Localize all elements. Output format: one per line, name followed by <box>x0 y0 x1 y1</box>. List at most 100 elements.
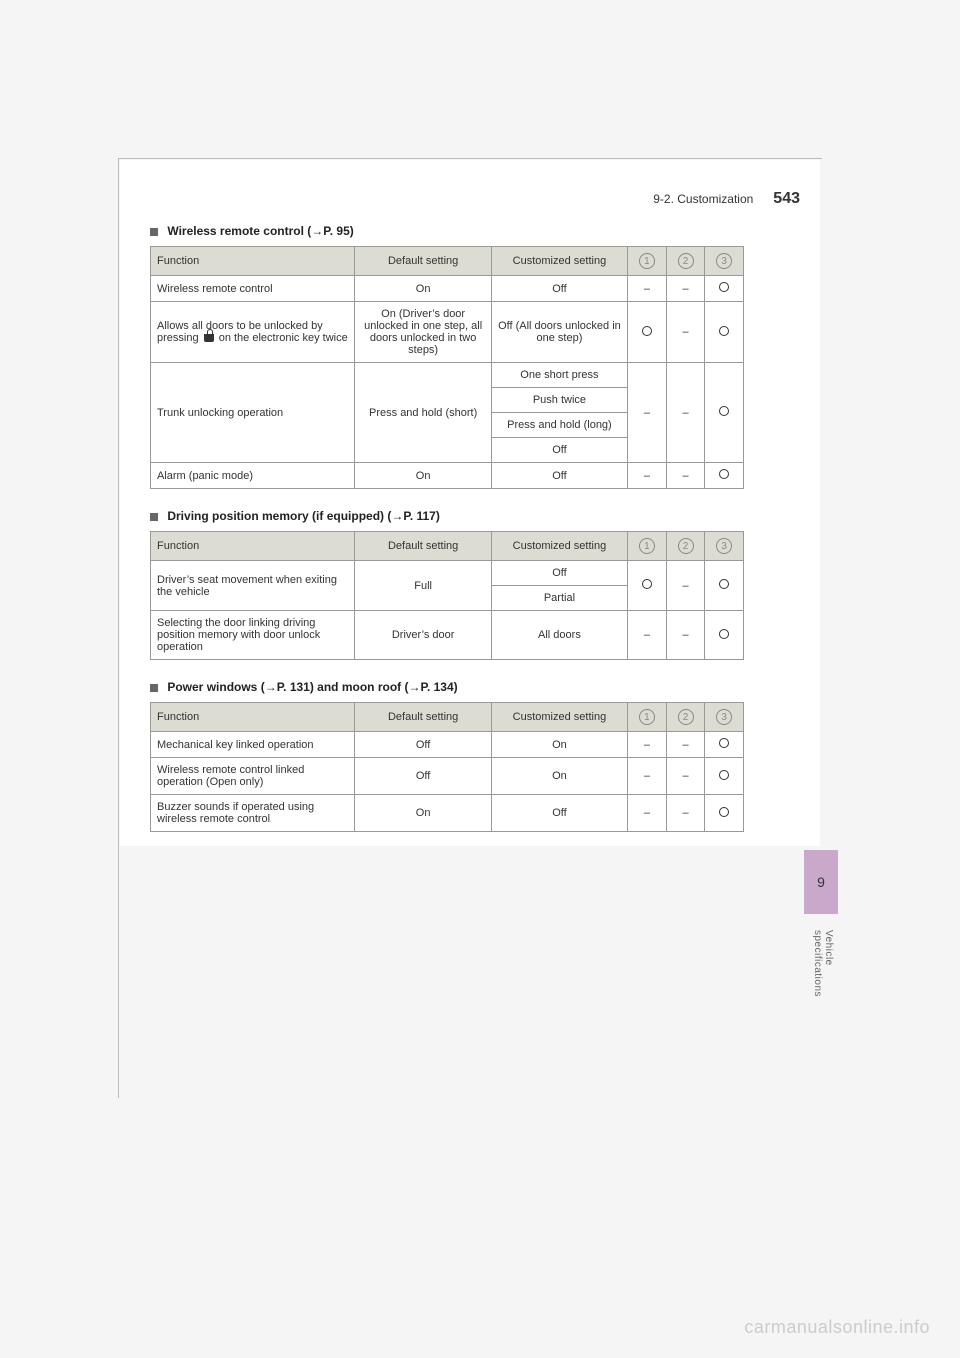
cell-fn: Wireless remote control linked operation… <box>151 758 355 795</box>
cell-c3 <box>705 561 744 611</box>
title-text: Wireless remote control (→P. 95) <box>167 224 353 238</box>
page-content: 9-2. Customization 543 Wireless remote c… <box>120 160 820 846</box>
cell-def: On (Driver’s door unlocked in one step, … <box>355 302 491 363</box>
col-function: Function <box>151 703 355 732</box>
cell-c2: – <box>666 561 705 611</box>
cell-c1 <box>628 561 667 611</box>
circle-icon <box>719 629 729 639</box>
circle-icon <box>719 326 729 336</box>
table-row: Selecting the door linking driving posit… <box>151 611 744 660</box>
cell-cust: Off <box>491 561 627 586</box>
col-2: 2 <box>666 703 705 732</box>
table-row: Alarm (panic mode) On Off – – <box>151 463 744 489</box>
circled-1-icon: 1 <box>639 538 655 554</box>
cell-cust: On <box>491 758 627 795</box>
lock-icon <box>204 334 214 342</box>
table-row: Allows all doors to be unlocked by press… <box>151 302 744 363</box>
cell-cust: Push twice <box>491 388 627 413</box>
section-title-wireless: Wireless remote control (→P. 95) <box>120 218 820 244</box>
cell-def: Driver’s door <box>355 611 491 660</box>
circle-icon <box>642 326 652 336</box>
bullet-icon <box>150 513 158 521</box>
cell-def: Off <box>355 732 491 758</box>
table-row: Driver’s seat movement when exiting the … <box>151 561 744 586</box>
chapter-tab: 9 <box>804 850 838 914</box>
col-1: 1 <box>628 247 667 276</box>
circled-3-icon: 3 <box>716 709 732 725</box>
cell-c2: – <box>666 302 705 363</box>
cell-cust: Press and hold (long) <box>491 413 627 438</box>
cell-c1: – <box>628 732 667 758</box>
cell-c3 <box>705 302 744 363</box>
cell-cust: One short press <box>491 363 627 388</box>
table-header-row: Function Default setting Customized sett… <box>151 532 744 561</box>
circle-icon <box>719 738 729 748</box>
cell-c1: – <box>628 363 667 463</box>
circled-1-icon: 1 <box>639 253 655 269</box>
circle-icon <box>719 579 729 589</box>
table-row: Wireless remote control linked operation… <box>151 758 744 795</box>
cell-c3 <box>705 276 744 302</box>
cell-fn: Wireless remote control <box>151 276 355 302</box>
cell-c2: – <box>666 463 705 489</box>
table-row: Mechanical key linked operation Off On –… <box>151 732 744 758</box>
cell-fn: Alarm (panic mode) <box>151 463 355 489</box>
cell-fn: Mechanical key linked operation <box>151 732 355 758</box>
table-wireless: Function Default setting Customized sett… <box>150 246 744 489</box>
cell-c1 <box>628 302 667 363</box>
col-2: 2 <box>666 247 705 276</box>
arrow-icon: → <box>409 680 421 694</box>
cell-c3 <box>705 795 744 832</box>
title-text: Power windows (→P. 131) and moon roof (→… <box>167 680 457 694</box>
circle-icon <box>719 282 729 292</box>
arrow-icon: → <box>391 509 403 523</box>
col-customized: Customized setting <box>491 532 627 561</box>
cell-fn: Buzzer sounds if operated using wireless… <box>151 795 355 832</box>
cell-fn: Driver’s seat movement when exiting the … <box>151 561 355 611</box>
cell-c3 <box>705 732 744 758</box>
col-3: 3 <box>705 247 744 276</box>
table-row: Trunk unlocking operation Press and hold… <box>151 363 744 388</box>
cell-def: Full <box>355 561 491 611</box>
table-row: Buzzer sounds if operated using wireless… <box>151 795 744 832</box>
cell-c2: – <box>666 795 705 832</box>
section-title-power: Power windows (→P. 131) and moon roof (→… <box>120 674 820 700</box>
col-default: Default setting <box>355 247 491 276</box>
cell-def: On <box>355 795 491 832</box>
bullet-icon <box>150 228 158 236</box>
circled-1-icon: 1 <box>639 709 655 725</box>
col-function: Function <box>151 247 355 276</box>
circle-icon <box>719 770 729 780</box>
cell-cust: Off (All doors unlocked in one step) <box>491 302 627 363</box>
circle-icon <box>719 469 729 479</box>
col-3: 3 <box>705 703 744 732</box>
col-1: 1 <box>628 703 667 732</box>
cell-cust: All doors <box>491 611 627 660</box>
table-row: Wireless remote control On Off – – <box>151 276 744 302</box>
cell-def: Press and hold (short) <box>355 363 491 463</box>
cell-cust: Partial <box>491 586 627 611</box>
cell-def: On <box>355 463 491 489</box>
cell-c1: – <box>628 463 667 489</box>
circle-icon <box>719 807 729 817</box>
circle-icon <box>642 579 652 589</box>
circled-3-icon: 3 <box>716 253 732 269</box>
table-header-row: Function Default setting Customized sett… <box>151 703 744 732</box>
col-2: 2 <box>666 532 705 561</box>
cell-c2: – <box>666 758 705 795</box>
cell-c1: – <box>628 611 667 660</box>
col-3: 3 <box>705 532 744 561</box>
cell-c3 <box>705 463 744 489</box>
circled-2-icon: 2 <box>678 709 694 725</box>
cell-c3 <box>705 758 744 795</box>
arrow-icon: → <box>265 680 277 694</box>
cell-cust: On <box>491 732 627 758</box>
title-text: Driving position memory (if equipped) (→… <box>167 509 440 523</box>
cell-cust: Off <box>491 438 627 463</box>
col-default: Default setting <box>355 703 491 732</box>
circle-icon <box>719 406 729 416</box>
cell-c3 <box>705 611 744 660</box>
cell-c2: – <box>666 611 705 660</box>
cell-c1: – <box>628 758 667 795</box>
cell-fn: Selecting the door linking driving posit… <box>151 611 355 660</box>
